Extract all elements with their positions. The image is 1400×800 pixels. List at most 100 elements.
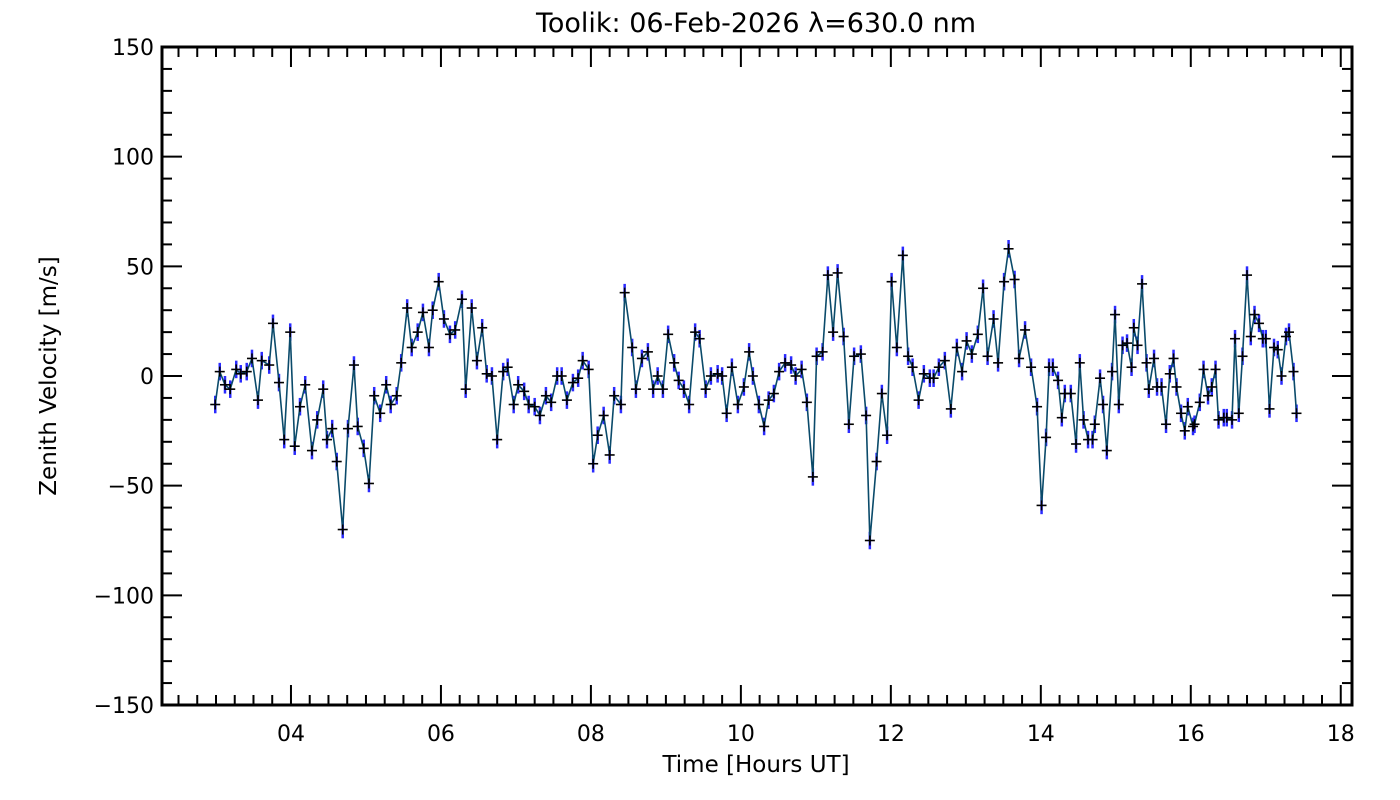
x-tick-label: 04 [277,722,305,747]
data-point [1221,412,1232,423]
data-point [519,386,530,397]
data-point [1233,408,1244,419]
data-point [556,371,567,381]
data-point [1122,338,1133,349]
data-point [861,410,872,421]
data-point [753,399,764,410]
data-point [391,390,402,401]
data-point [1020,324,1031,335]
data-point [822,270,833,281]
data-point [402,303,413,314]
data-point [849,351,860,362]
data-point [945,403,956,414]
data-point [577,355,588,366]
data-point [1179,425,1190,436]
data-point [1230,333,1241,344]
data-point [1291,408,1302,419]
y-tick-label: 150 [112,36,154,61]
data-point [903,351,914,362]
data-point [780,357,791,368]
data-point [438,313,449,324]
data-point [456,294,467,305]
x-tick-label: 16 [1177,722,1205,747]
data-point [1078,414,1089,425]
data-point [933,362,944,373]
data-point [928,373,939,384]
data-point [498,366,509,377]
data-point [999,276,1010,287]
data-point [502,362,513,373]
x-tick-label: 14 [1027,722,1055,747]
data-point [375,408,386,419]
data-point [1128,322,1139,333]
data-point [951,342,962,353]
data-point [1101,445,1112,456]
data-point [615,399,626,410]
data-point [267,318,278,329]
chart-title: Toolik: 06-Feb-2026 λ=630.0 nm [535,8,976,39]
data-point [1189,419,1200,430]
data-point [1110,309,1121,320]
data-point [486,371,497,381]
data-point [214,366,225,377]
x-tick-label: 18 [1327,722,1355,747]
data-point [1242,270,1253,281]
data-point [300,379,311,390]
x-tick-label: 12 [877,722,905,747]
data-point [318,384,329,395]
data-point [673,375,684,386]
data-point [1161,419,1172,430]
error-bars [213,240,1298,550]
data-point [450,324,461,335]
data-point [832,267,843,278]
data-point [231,364,242,375]
data-point [732,399,743,410]
data-point [1041,432,1052,443]
data-point [891,342,902,353]
data-point [381,379,392,390]
data-point [1149,353,1160,364]
data-point [279,434,290,445]
data-point [1203,390,1214,401]
data-point [1254,318,1265,329]
data-point [1143,384,1154,395]
data-point [604,449,615,460]
data-point [466,303,477,314]
data-point [978,283,989,294]
data-point [477,322,488,333]
data-point [1141,357,1152,368]
data-point [609,390,620,401]
data-point [838,331,849,342]
data-point [513,379,524,390]
data-markers [210,243,1302,546]
data-point [876,388,887,399]
data-point [657,384,668,395]
data-point [1182,401,1193,412]
data-point [1014,353,1025,364]
data-point [1056,412,1067,423]
data-point [721,408,732,419]
data-point [321,434,332,445]
data-point [1288,366,1299,377]
data-point [481,368,492,379]
data-point [1206,381,1217,392]
data-point [210,399,221,410]
data-point [972,329,983,340]
series-line [214,248,1298,541]
data-point [471,355,482,366]
data-point [348,360,359,371]
data-point [747,371,758,381]
data-point [988,313,999,324]
data-point [358,443,369,454]
data-point [246,353,257,364]
data-point [1272,344,1283,355]
data-point [1194,397,1205,408]
data-point [642,346,653,357]
data-point [939,355,950,366]
data-point [406,342,417,353]
data-point [886,276,897,287]
data-point [529,401,540,412]
data-point [1237,351,1248,362]
data-point [1032,401,1043,412]
data-point [966,349,977,360]
